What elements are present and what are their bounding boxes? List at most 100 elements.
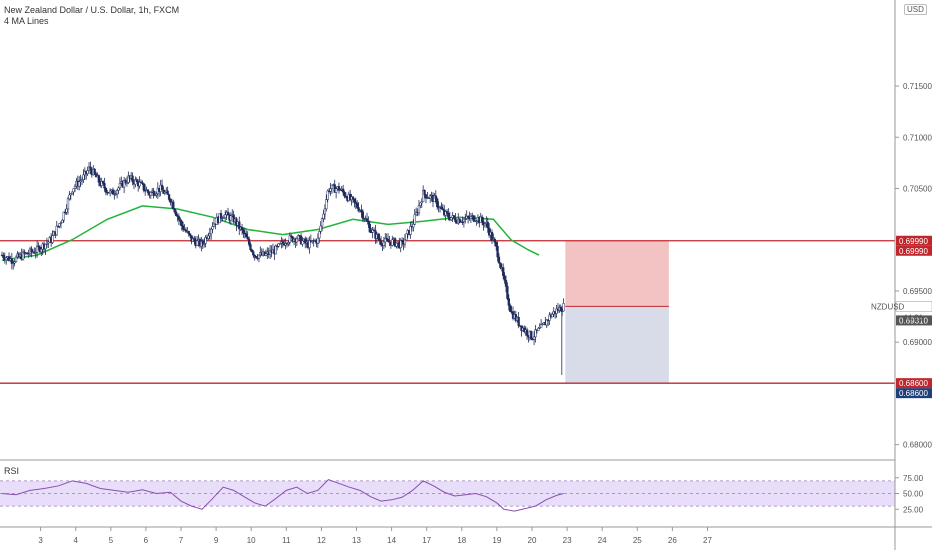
candle-body — [59, 222, 63, 224]
candle-body — [243, 232, 247, 235]
candle-body — [441, 208, 444, 211]
currency-badge[interactable]: USD — [904, 4, 927, 15]
candle-body — [530, 330, 533, 340]
candle-body — [167, 194, 171, 200]
candle-body — [174, 211, 178, 216]
candle-body — [176, 215, 179, 217]
candle-body — [551, 313, 554, 318]
y-tick-label: 0.69500 — [903, 287, 932, 296]
candle-body — [326, 190, 329, 200]
candle-body — [445, 211, 449, 214]
candle-body — [65, 208, 68, 213]
x-tick-label: 5 — [109, 536, 114, 545]
candle-body — [166, 190, 169, 195]
indicator-label[interactable]: 4 MA Lines — [4, 16, 49, 26]
candle-body — [304, 238, 307, 244]
candle-body — [47, 241, 50, 244]
candle-body — [436, 198, 439, 208]
candle-body — [297, 235, 300, 240]
candle-body — [118, 183, 122, 189]
candle-body — [45, 242, 49, 245]
candle-body — [37, 245, 40, 248]
candle-body — [450, 217, 453, 221]
candle-body — [562, 303, 565, 312]
candle-body — [134, 179, 137, 185]
candle-body — [78, 181, 81, 187]
candle-body — [173, 208, 176, 213]
x-tick-label: 24 — [598, 536, 607, 545]
candle-body — [378, 238, 381, 242]
candle-body — [153, 194, 157, 197]
candle-body — [30, 248, 33, 253]
candle-body — [253, 254, 256, 257]
candle-body — [69, 193, 72, 196]
candle-body — [497, 256, 501, 264]
candle-body — [115, 190, 119, 195]
price-badge — [896, 388, 932, 399]
candle-body — [177, 216, 181, 220]
candle-body — [64, 211, 67, 214]
candle-body — [138, 181, 141, 187]
candle-body — [51, 235, 54, 243]
rsi-label[interactable]: RSI — [4, 466, 20, 476]
candle-body — [488, 227, 491, 236]
candle-body — [246, 236, 249, 240]
candle-body — [210, 228, 213, 235]
price-badge — [896, 235, 932, 246]
candle-body — [541, 323, 544, 326]
candle-body — [360, 209, 363, 212]
candle-body — [351, 196, 355, 200]
candle-body — [247, 238, 251, 245]
candle-body — [322, 213, 325, 219]
candle-body — [386, 239, 390, 242]
candle-body — [179, 219, 182, 222]
candle-body — [361, 211, 364, 219]
candle-body — [254, 256, 258, 258]
candle-body — [517, 317, 520, 326]
chart-legend: New Zealand Dollar / U.S. Dollar, 1h, FX… — [4, 5, 179, 27]
candle-body — [538, 327, 541, 329]
candle-body — [344, 195, 348, 198]
candle-body — [155, 193, 158, 196]
price-badge-label: 0.68600 — [899, 379, 928, 388]
price-badge-label: 0.69990 — [899, 247, 928, 256]
price-badge-label: 0.69310 — [899, 316, 928, 325]
candle-body — [13, 261, 16, 264]
candle-body — [21, 251, 25, 260]
candle-body — [66, 198, 70, 210]
candle-body — [548, 314, 551, 321]
candle-body — [334, 188, 338, 193]
candle-body — [57, 225, 60, 228]
candle-body — [393, 238, 397, 247]
candle-body — [93, 168, 96, 174]
candle-body — [420, 201, 423, 204]
candle-body — [160, 184, 164, 191]
candle-body — [368, 224, 371, 233]
candle-body — [413, 214, 416, 225]
candle-body — [72, 188, 75, 193]
x-tick-label: 9 — [214, 536, 219, 545]
candle-body — [422, 190, 425, 202]
candle-body — [534, 329, 537, 338]
candle-body — [5, 257, 8, 261]
price-badge — [896, 315, 932, 326]
candle-body — [371, 229, 374, 233]
rsi-tick-label: 75.00 — [903, 474, 924, 483]
candle-body — [353, 198, 356, 203]
candle-body — [44, 244, 47, 250]
candle-body — [73, 186, 77, 189]
candle-body — [490, 231, 494, 241]
candle-body — [440, 206, 443, 209]
candle-body — [180, 220, 183, 226]
x-tick-label: 18 — [457, 536, 466, 545]
candle-body — [219, 213, 223, 219]
price-badge — [896, 378, 932, 389]
candle-body — [212, 223, 216, 227]
candle-body — [211, 226, 214, 230]
x-tick-label: 13 — [352, 536, 361, 545]
candle-body — [499, 262, 502, 268]
candle-body — [242, 229, 245, 234]
x-tick-label: 14 — [387, 536, 396, 545]
candle-body — [238, 221, 241, 230]
